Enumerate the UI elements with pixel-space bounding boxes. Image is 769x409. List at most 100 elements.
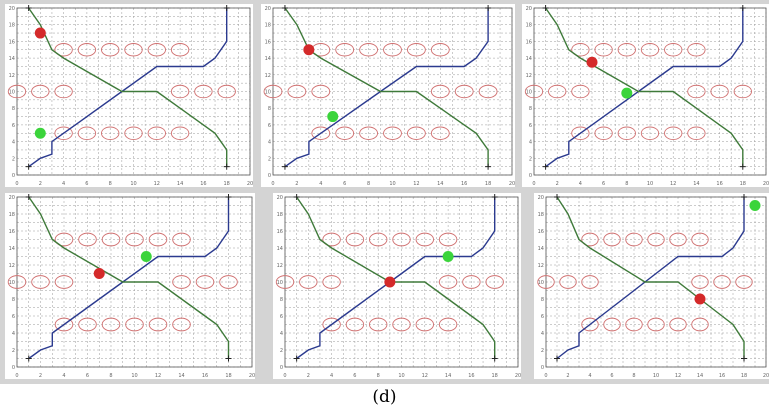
obstacle-circle <box>571 43 590 57</box>
obstacle-circle <box>571 84 590 99</box>
obstacle-circle <box>299 275 318 289</box>
x-tick-label: 6 <box>602 181 605 187</box>
obstacle-circle <box>430 43 450 57</box>
agent-red <box>586 56 598 68</box>
x-tick-label: 20 <box>763 373 769 379</box>
obstacle-circle <box>148 317 168 332</box>
y-tick-label: 2 <box>541 348 544 354</box>
agent-red <box>384 276 396 288</box>
obstacle-circle <box>172 232 191 247</box>
grid-lines <box>284 196 519 368</box>
y-tick-label: 14 <box>277 246 283 252</box>
agent-green <box>34 127 46 139</box>
axis-frame <box>16 196 253 368</box>
path-green <box>28 196 230 359</box>
obstacle-circle <box>275 275 295 289</box>
obstacle-circle <box>359 126 379 140</box>
start-marker-green <box>281 5 288 11</box>
y-tick-label: 0 <box>280 365 283 371</box>
plot-svg: 0 2 4 6 8 10 12 14 16 18 20 0 2 4 6 8 10 12 14 16 18 20 <box>263 5 515 187</box>
start-marker-green <box>293 194 300 200</box>
y-tick-label: 8 <box>12 106 15 112</box>
panel-3: 0 2 4 6 8 10 12 14 16 18 20 0 2 4 6 8 10 12 14 16 18 20 <box>522 4 769 187</box>
x-tick-label: 16 <box>202 373 208 379</box>
y-tick-label: 14 <box>9 56 15 62</box>
y-tick-label: 2 <box>529 156 532 162</box>
obstacle-circle <box>438 275 458 289</box>
obstacle-circle <box>664 43 683 57</box>
y-tick-label: 2 <box>12 348 15 354</box>
y-tick-label: 16 <box>265 39 271 45</box>
x-tick-label: 4 <box>330 373 333 379</box>
obstacle-circle <box>7 84 27 99</box>
x-tick-label: 20 <box>763 181 769 187</box>
start-marker-blue <box>281 163 288 170</box>
obstacle-circle <box>78 317 97 332</box>
x-tick-label: 6 <box>343 181 346 187</box>
obstacles <box>7 232 238 332</box>
y-tick-label: 4 <box>12 331 15 337</box>
goal-marker-blue <box>485 5 492 11</box>
obstacle-circle <box>124 126 143 140</box>
x-tick-label: 8 <box>632 373 635 379</box>
obstacle-circle <box>594 126 613 140</box>
x-tick-label: 16 <box>716 181 722 187</box>
y-tick-label: 16 <box>9 39 15 45</box>
obstacle-circle <box>625 317 643 332</box>
axis-frame <box>533 7 767 176</box>
goal-marker-green <box>225 355 232 362</box>
obstacle-circle <box>54 317 74 332</box>
obstacle-circle <box>710 84 729 99</box>
obstacle-circle <box>603 232 621 247</box>
obstacle-circle <box>687 126 706 140</box>
x-tick-label: 12 <box>670 181 676 187</box>
start-marker-blue <box>542 163 549 170</box>
y-tick-label: 18 <box>9 212 15 218</box>
obstacle-circle <box>687 84 706 99</box>
x-tick-label: 10 <box>130 181 136 187</box>
obstacle-circle <box>406 43 426 57</box>
obstacle-circle <box>101 232 121 247</box>
y-tick-label: 14 <box>265 56 271 62</box>
y-tick-label: 8 <box>541 297 544 303</box>
y-tick-label: 18 <box>265 23 271 29</box>
goal-marker-green <box>741 355 747 362</box>
x-tick-label: 16 <box>468 373 474 379</box>
obstacle-circle <box>195 275 215 289</box>
y-tick-label: 0 <box>541 365 544 371</box>
obstacle-circle <box>617 126 636 140</box>
x-tick-label: 12 <box>422 373 428 379</box>
panel-4: 0 2 4 6 8 10 12 14 16 18 20 0 2 4 6 8 10 12 14 16 18 20 <box>5 193 255 379</box>
obstacle-circle <box>148 232 168 247</box>
obstacle-circle <box>669 232 687 247</box>
y-tick-label: 18 <box>9 23 15 29</box>
y-tick-label: 8 <box>12 297 15 303</box>
start-marker-blue <box>25 355 32 362</box>
x-tick-label: 18 <box>492 373 498 379</box>
y-tick-label: 8 <box>529 106 532 112</box>
figure-caption: (d) <box>372 387 397 407</box>
y-tick-label: 10 <box>526 90 532 96</box>
x-tick-label: 10 <box>398 373 404 379</box>
path-blue <box>545 8 744 168</box>
x-tick-label: 0 <box>283 373 286 379</box>
x-tick-label: 10 <box>653 373 659 379</box>
x-tick-label: 4 <box>319 181 322 187</box>
obstacle-circle <box>78 232 97 247</box>
plot-svg: 0 2 4 6 8 10 12 14 16 18 20 0 2 4 6 8 10 12 14 16 18 20 <box>524 5 769 187</box>
agent-red <box>34 27 46 39</box>
obstacle-circle <box>311 126 331 140</box>
obstacle-circle <box>217 84 236 99</box>
obstacle-circle <box>369 232 388 247</box>
obstacle-circle <box>101 317 121 332</box>
x-tick-label: 2 <box>39 181 42 187</box>
obstacle-circle <box>124 43 143 57</box>
obstacle-circle <box>125 317 144 332</box>
y-tick-label: 0 <box>12 365 15 371</box>
obstacle-circle <box>647 232 665 247</box>
start-marker-blue <box>25 163 32 170</box>
obstacle-circle <box>170 126 190 140</box>
y-tick-label: 10 <box>9 280 15 286</box>
obstacle-circle <box>454 84 474 99</box>
